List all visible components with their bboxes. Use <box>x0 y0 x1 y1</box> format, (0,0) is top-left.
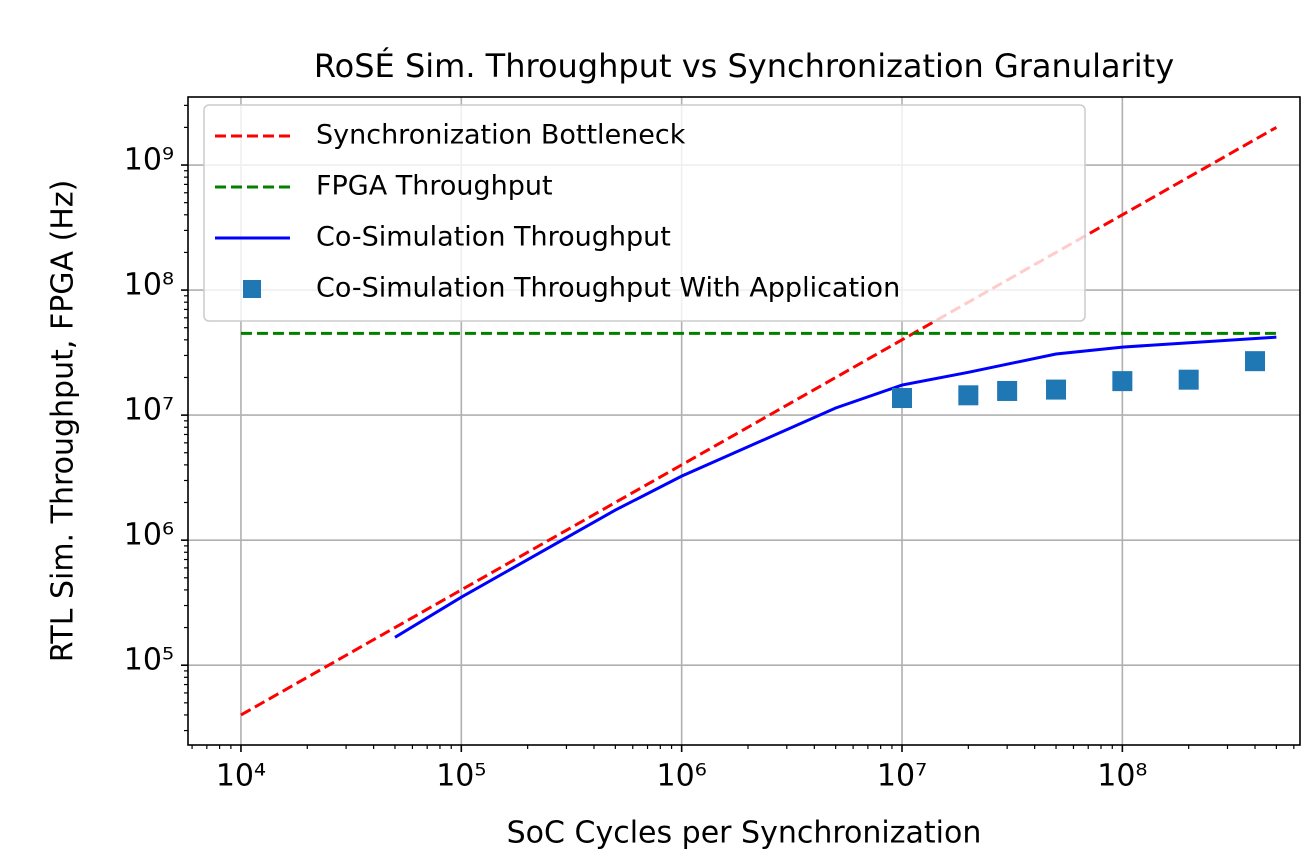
x-tick-label: 10⁸ <box>1097 759 1147 794</box>
legend: Synchronization Bottleneck FPGA Throughpu… <box>203 104 1086 322</box>
data-point <box>1178 369 1199 390</box>
data-point <box>958 385 979 406</box>
y-tick-label: 10⁶ <box>124 518 174 553</box>
y-tick-label: 10⁷ <box>124 393 174 428</box>
data-point <box>1245 351 1266 372</box>
legend-label: Synchronization Bottleneck <box>316 120 686 151</box>
legend-label: FPGA Throughput <box>316 171 553 202</box>
series-line <box>240 126 1278 717</box>
y-axis-label: RTL Sim. Throughput, FPGA (Hz) <box>46 180 81 663</box>
y-tick-label: 10⁹ <box>124 143 174 178</box>
data-point <box>997 380 1018 401</box>
legend-marker <box>243 280 261 298</box>
data-point <box>892 388 913 409</box>
x-tick-label: 10⁴ <box>216 759 266 794</box>
legend-label: Co-Simulation Throughput <box>316 222 671 253</box>
data-point <box>1112 371 1133 392</box>
x-tick-label: 10⁶ <box>657 759 707 794</box>
data-point <box>1046 379 1067 400</box>
series-line <box>394 335 1277 639</box>
plot-area <box>240 126 1278 717</box>
y-tick-label: 10⁸ <box>124 268 174 303</box>
legend-label: Co-Simulation Throughput With Applicatio… <box>316 273 900 304</box>
x-tick-label: 10⁵ <box>436 759 486 794</box>
x-axis-label: SoC Cycles per Synchronization <box>507 816 982 851</box>
y-tick-label: 10⁵ <box>124 643 174 678</box>
ticks: 10⁴ 10⁵ 10⁶ 10⁷ 10⁸ 10⁵ 10⁶ 10⁷ 10⁸ 10⁹ <box>124 104 1295 794</box>
legend-box <box>203 104 1086 322</box>
x-tick-label: 10⁷ <box>877 759 927 794</box>
chart-title: RoSÉ Sim. Throughput vs Synchronization … <box>314 47 1174 85</box>
